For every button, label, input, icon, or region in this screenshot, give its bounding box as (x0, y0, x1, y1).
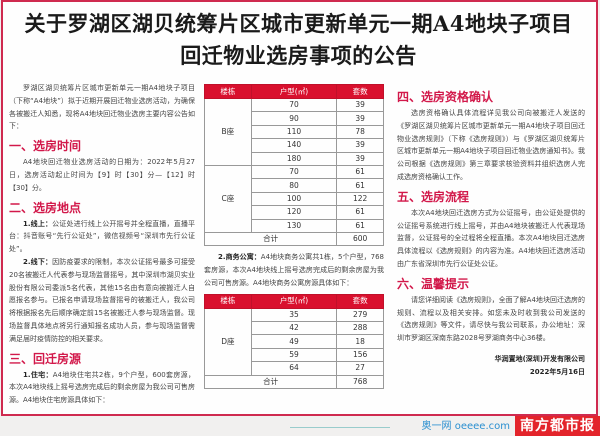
table-row: 130 61 (205, 218, 384, 233)
section-3-apartment: 2.商务公寓：A4地块商务公寓共1栋，5个户型，768套房源，本次A4地块线上摇… (204, 253, 384, 287)
title-line-1: 关于罗湖区湖贝统筹片区城市更新单元一期A4地块子项目 (24, 11, 573, 36)
table-header-cell: 套数 (336, 84, 384, 99)
table-row: 90 39 (205, 111, 384, 126)
section-4-heading: 四、选房资格确认 (397, 90, 494, 104)
apartment-table: 楼栋 户型(㎡) 套数 D座 35 279 42 288 49 18 59 156 64 27 合计 768 (203, 293, 384, 390)
unit-count-cell: 61 (336, 164, 384, 180)
unit-count-cell: 279 (336, 307, 384, 323)
total-row: 合计 600 (203, 231, 384, 247)
unit-size-cell: 49 (250, 334, 338, 349)
table-header-row: 楼栋 户型(㎡) 套数 (204, 293, 384, 309)
unit-count-cell: 61 (336, 205, 384, 220)
right-column: 四、选房资格确认 选房资格确认具体流程详见我公司向被搬迁人发送的《罗湖区湖贝统筹… (397, 84, 585, 379)
unit-count-cell: 156 (336, 347, 384, 363)
table-header-cell: 楼栋 (204, 293, 252, 309)
unit-count-cell: 78 (336, 124, 384, 140)
building-cell: C座 (204, 164, 252, 233)
unit-size-cell: 70 (250, 97, 338, 113)
middle-column: 楼栋 户型(㎡) 套数 B座 70 39 90 39 110 78 140 39 180 39 C座 70 61… (203, 84, 384, 390)
unit-count-cell: 27 (336, 361, 384, 376)
section-3-residential: 1.住宅：A4地块住宅共2栋，9个户型，600套房源，本次A4地块线上摇号选房完… (9, 370, 195, 405)
divider (290, 427, 390, 428)
section-3-heading: 三、回迁房源 (9, 351, 82, 366)
unit-size-cell: 180 (250, 151, 338, 166)
section-5-body: 本次A4地块回迁选房方式为公证摇号，由公证处提供的公证摇号系统进行线上摇号，并由… (397, 208, 585, 268)
building-cell: D座 (204, 307, 252, 376)
unit-count-cell: 288 (336, 321, 384, 336)
section-2-online: 1.线上：公证处进行线上公开摇号并全程直播，直播平台：抖音账号“先行公证处”，微… (9, 219, 196, 254)
table-header-cell: 户型(㎡) (250, 293, 338, 309)
table-row: 64 27 (205, 361, 384, 376)
intro-text: 罗湖区湖贝统筹片区城市更新单元一期A4地块子项目（下称“A4地块”）拟于近期开展… (9, 84, 195, 131)
unit-size-cell: 80 (250, 178, 338, 193)
signature-company: 华润置地(深圳)开发有限公司 (494, 354, 585, 363)
unit-count-cell: 61 (336, 178, 384, 193)
total-label: 合计 (203, 374, 338, 390)
table-row: 49 18 (205, 334, 384, 349)
unit-size-cell: 90 (250, 111, 338, 126)
table-header-cell: 楼栋 (204, 84, 252, 99)
unit-size-cell: 110 (250, 124, 338, 140)
unit-count-cell: 39 (336, 151, 384, 166)
total-row: 合计 768 (203, 374, 384, 390)
section-6-body: 请您详细阅读《选房规则》，全面了解A4地块回迁选房的规则、流程以及相关安排。如您… (397, 295, 585, 343)
unit-size-cell: 120 (250, 205, 338, 220)
page-title: 关于罗湖区湖贝统筹片区城市更新单元一期A4地块子项目 回迁物业选房事项的公告 (0, 8, 597, 72)
unit-count-cell: 39 (336, 111, 384, 126)
unit-size-cell: 35 (250, 307, 338, 323)
unit-count-cell: 18 (336, 334, 384, 349)
unit-size-cell: 42 (250, 321, 338, 336)
signature-date: 2022年5月16日 (529, 367, 585, 376)
table-row: C座 70 61 (204, 164, 384, 233)
section-1-body: A4地块回迁物业选房活动的日期为：2022年5月27日，选房活动起止时间为【9】… (9, 158, 195, 192)
total-value: 768 (336, 374, 384, 390)
table-row: 100 122 (205, 191, 384, 207)
building-cell: B座 (204, 98, 252, 166)
section-2-offline: 2.线下：因防疫要求的限制，本次公证摇号最多可接受20名被搬迁人代表参与现场监督… (9, 257, 196, 343)
section-2-heading: 二、选房地点 (9, 200, 82, 215)
table-row: 42 288 (205, 321, 384, 336)
table-row: 180 39 (205, 151, 384, 166)
total-value: 600 (336, 231, 384, 247)
table-row: 59 156 (205, 347, 384, 363)
table-row: 80 61 (205, 178, 384, 193)
newspaper-watermark: 南方都市报 (515, 416, 600, 436)
unit-size-cell: 64 (250, 361, 338, 376)
unit-count-cell: 122 (336, 191, 384, 207)
unit-size-cell: 140 (250, 138, 338, 153)
table-row: B座 70 39 (204, 97, 384, 166)
unit-size-cell: 130 (250, 218, 338, 233)
table-row: 110 78 (205, 124, 384, 140)
unit-size-cell: 59 (250, 347, 338, 363)
title-line-2: 回迁物业选房事项的公告 (180, 43, 417, 68)
unit-size-cell: 100 (250, 191, 338, 207)
unit-size-cell: 70 (250, 164, 338, 180)
table-row: D座 35 279 (204, 307, 384, 376)
section-6-heading: 六、温馨提示 (397, 276, 470, 291)
unit-count-cell: 39 (336, 138, 384, 153)
left-column: 罗湖区湖贝统筹片区城市更新单元一期A4地块子项目（下称“A4地块”）拟于近期开展… (9, 82, 195, 407)
total-label: 合计 (203, 231, 338, 247)
table-header-cell: 户型(㎡) (250, 84, 338, 99)
unit-count-cell: 39 (336, 97, 384, 113)
unit-count-cell: 61 (336, 218, 384, 233)
site-watermark: 奥一网 oeeee.com (421, 421, 510, 432)
section-1-heading: 一、选房时间 (9, 139, 82, 154)
table-header-row: 楼栋 户型(㎡) 套数 (204, 84, 384, 99)
residential-table: 楼栋 户型(㎡) 套数 B座 70 39 90 39 110 78 140 39 180 39 C座 70 61… (203, 84, 384, 247)
table-header-cell: 套数 (336, 293, 384, 309)
section-5-heading: 五、选房流程 (397, 189, 470, 204)
section-4-body: 选房资格确认具体流程详见我公司向被搬迁人发送的《罗湖区湖贝统筹片区城市更新单元一… (397, 109, 585, 181)
